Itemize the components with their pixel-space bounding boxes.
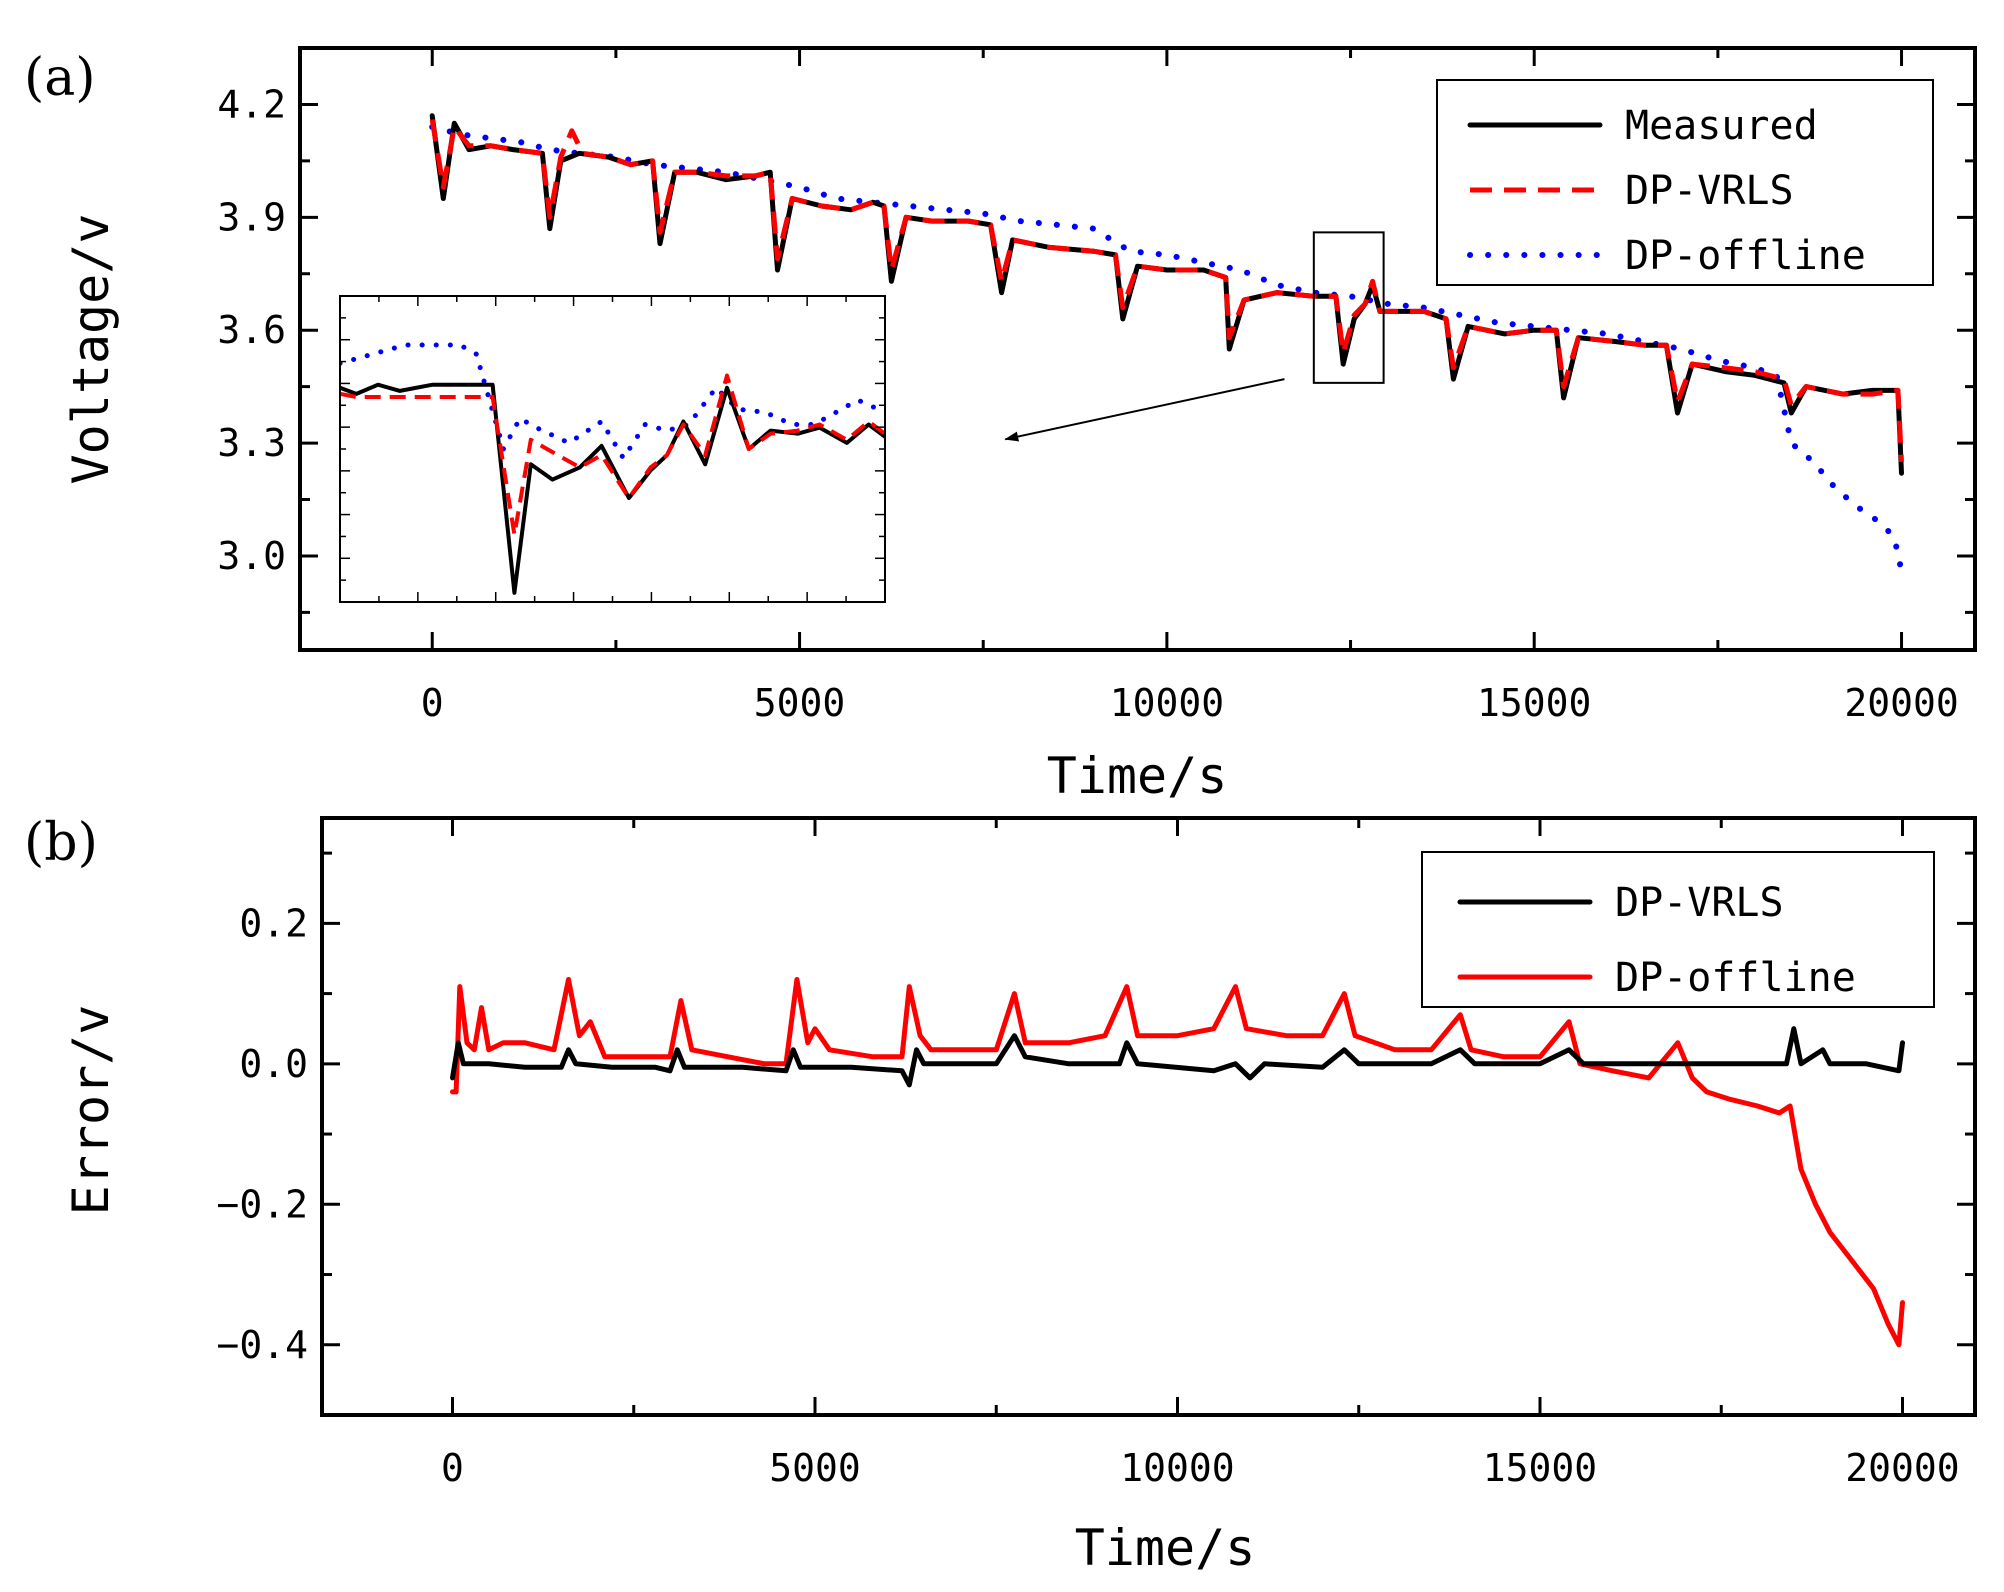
- panel-a-plot-area: [429, 113, 1905, 574]
- panel-b-legend-box: [1421, 851, 1935, 1008]
- panel-a-x-axis-title: Time/s: [1047, 747, 1228, 805]
- panel-b-y-tick-label: −0.4: [216, 1323, 308, 1367]
- inset-series-dp-offline: [340, 342, 885, 461]
- panel-a-legend: Measured DP-VRLS DP-offline: [1436, 79, 1934, 286]
- legend-label-dp-vrls: DP-VRLS: [1625, 168, 1794, 214]
- legend-label-dp-offline: DP-offline: [1615, 955, 1856, 1001]
- panel-b-y-tick-label: −0.2: [216, 1182, 308, 1226]
- inset-series-dp-vrls: [340, 373, 885, 537]
- panel-b-frame: [320, 816, 1977, 1417]
- zoom-box: [1312, 231, 1385, 384]
- panel-b-legend: DP-VRLS DP-offline: [1421, 851, 1935, 1008]
- panel-b-x-tick-label: 0: [441, 1446, 464, 1490]
- panel-a-frame: [298, 46, 1977, 652]
- panel-b-x-tick-label: 10000: [1120, 1446, 1234, 1490]
- legend-label-dp-vrls: DP-VRLS: [1615, 880, 1784, 926]
- panel-a-label: (a): [24, 48, 96, 108]
- panel-a-x-tick-label: 20000: [1844, 681, 1958, 725]
- panel-b-x-ticks: 0 5000 10000 15000 20000: [441, 818, 1960, 1490]
- panel-a-y-tick-label: 3.6: [217, 308, 286, 352]
- panel-a-y-tick-label: 3.0: [217, 534, 286, 578]
- panel-b-plot-area: [450, 977, 1905, 1348]
- panel-b-series-dp-offline: [450, 977, 1905, 1348]
- panel-a-y-ticks: 3.0 3.3 3.6 3.9 4.2: [217, 82, 1975, 614]
- panel-a-annotations: [1004, 231, 1385, 442]
- panel-b-x-tick-label: 15000: [1483, 1446, 1597, 1490]
- panel-b-label: (b): [24, 813, 98, 873]
- panel-b: (b) 0 5000 10000 15000 20000 −0.4−0.20.00.2 …: [24, 813, 1977, 1577]
- panel-a-y-tick-label: 3.9: [217, 195, 286, 239]
- legend-label-measured: Measured: [1625, 103, 1818, 149]
- panel-a: (a) 0 5000 10000 15000 20000 3.0 3.3 3.6 3.9 4.2…: [24, 46, 1977, 805]
- inset-plot-area: [340, 342, 885, 595]
- panel-b-y-ticks: −0.4 −0.2 0.0 0.2: [216, 851, 1975, 1367]
- panel-a-x-ticks: 0 5000 10000 15000 20000: [421, 48, 1959, 725]
- panel-a-x-tick-label: 10000: [1110, 681, 1224, 725]
- panel-b-x-tick-label: 20000: [1845, 1446, 1959, 1490]
- legend-label-dp-offline: DP-offline: [1625, 233, 1866, 279]
- panel-a-y-axis-title: Voltage/v: [62, 214, 120, 485]
- panel-b-x-tick-label: 5000: [769, 1446, 861, 1490]
- inset-background: [340, 296, 885, 602]
- panel-a-inset: [339, 295, 886, 603]
- panel-a-x-tick-label: 15000: [1477, 681, 1591, 725]
- panel-a-x-tick-label: 0: [421, 681, 444, 725]
- panel-b-series-dp-vrls: [450, 1026, 1905, 1088]
- panel-a-legend-box: [1436, 79, 1934, 286]
- panel-b-x-axis-title: Time/s: [1075, 1519, 1256, 1577]
- panel-b-y-tick-label: 0.2: [239, 901, 308, 945]
- panel-a-y-tick-label: 3.3: [217, 421, 286, 465]
- panel-a-y-tick-label: 4.2: [217, 82, 286, 126]
- panel-b-y-tick-label: 0.0: [239, 1042, 308, 1086]
- inset-series-measured: [340, 382, 885, 595]
- panel-b-y-axis-title: Error/v: [62, 1005, 120, 1216]
- zoom-arrow: [1004, 378, 1285, 442]
- panel-a-series-dp-vrls: [429, 119, 1904, 463]
- inset-ticks: [340, 296, 885, 602]
- panel-a-x-tick-label: 5000: [754, 681, 846, 725]
